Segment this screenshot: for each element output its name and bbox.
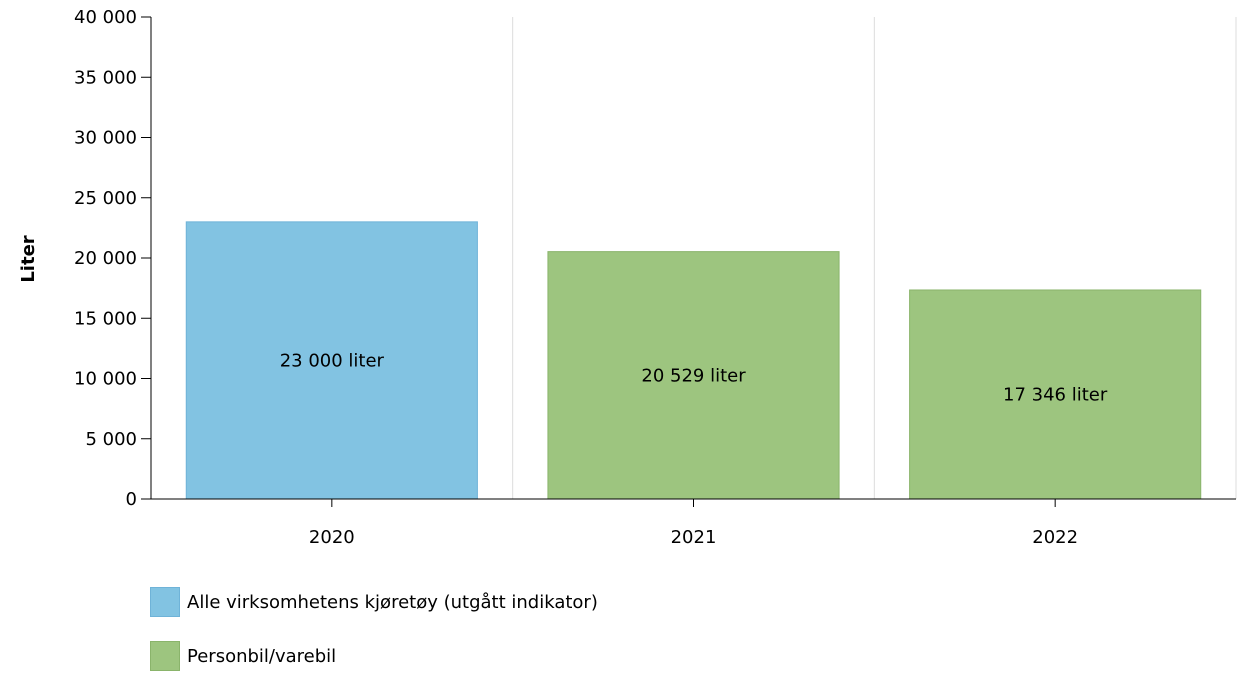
legend-item-1[interactable]: Personbil/varebil [150, 640, 598, 672]
grid-lines [512, 17, 1237, 499]
bar-2022[interactable] [909, 289, 1202, 500]
y-tick-label: 25 000 [74, 188, 137, 209]
y-tick-label: 15 000 [74, 308, 137, 329]
bars [185, 221, 1202, 500]
y-tick-label: 20 000 [74, 248, 137, 269]
legend-item-0[interactable]: Alle virksomhetens kjøretøy (utgått indi… [150, 586, 598, 618]
bar-2021[interactable] [547, 251, 840, 500]
axes: 0 5 000 10 000 15 000 20 000 25 000 30 000 35 0… [74, 7, 1236, 548]
data-label: 17 346 liter [1003, 384, 1108, 405]
bar-chart: 23 000 liter 20 529 liter 17 346 liter 0 5 … [18, 7, 1237, 548]
legend-label: Personbil/varebil [187, 645, 337, 667]
data-labels: 23 000 liter 20 529 liter 17 346 liter [280, 350, 1108, 405]
data-label: 20 529 liter [641, 365, 746, 386]
bar-2020[interactable] [185, 221, 478, 500]
legend: Alle virksomhetens kjøretøy (utgått indi… [150, 586, 598, 694]
x-tick-label: 2022 [1032, 527, 1078, 548]
y-tick-label: 30 000 [74, 128, 137, 149]
y-tick-label: 10 000 [74, 369, 137, 390]
y-tick-label: 5 000 [85, 429, 137, 450]
x-tick-label: 2020 [309, 527, 355, 548]
y-axis-label: Liter [18, 235, 39, 282]
legend-swatch [150, 587, 180, 617]
legend-label: Alle virksomhetens kjøretøy (utgått indi… [187, 591, 598, 613]
y-tick-label: 0 [126, 489, 137, 510]
y-tick-label: 40 000 [74, 7, 137, 28]
data-label: 23 000 liter [280, 350, 385, 371]
legend-swatch [150, 641, 180, 671]
x-tick-label: 2021 [671, 527, 717, 548]
y-tick-label: 35 000 [74, 67, 137, 88]
